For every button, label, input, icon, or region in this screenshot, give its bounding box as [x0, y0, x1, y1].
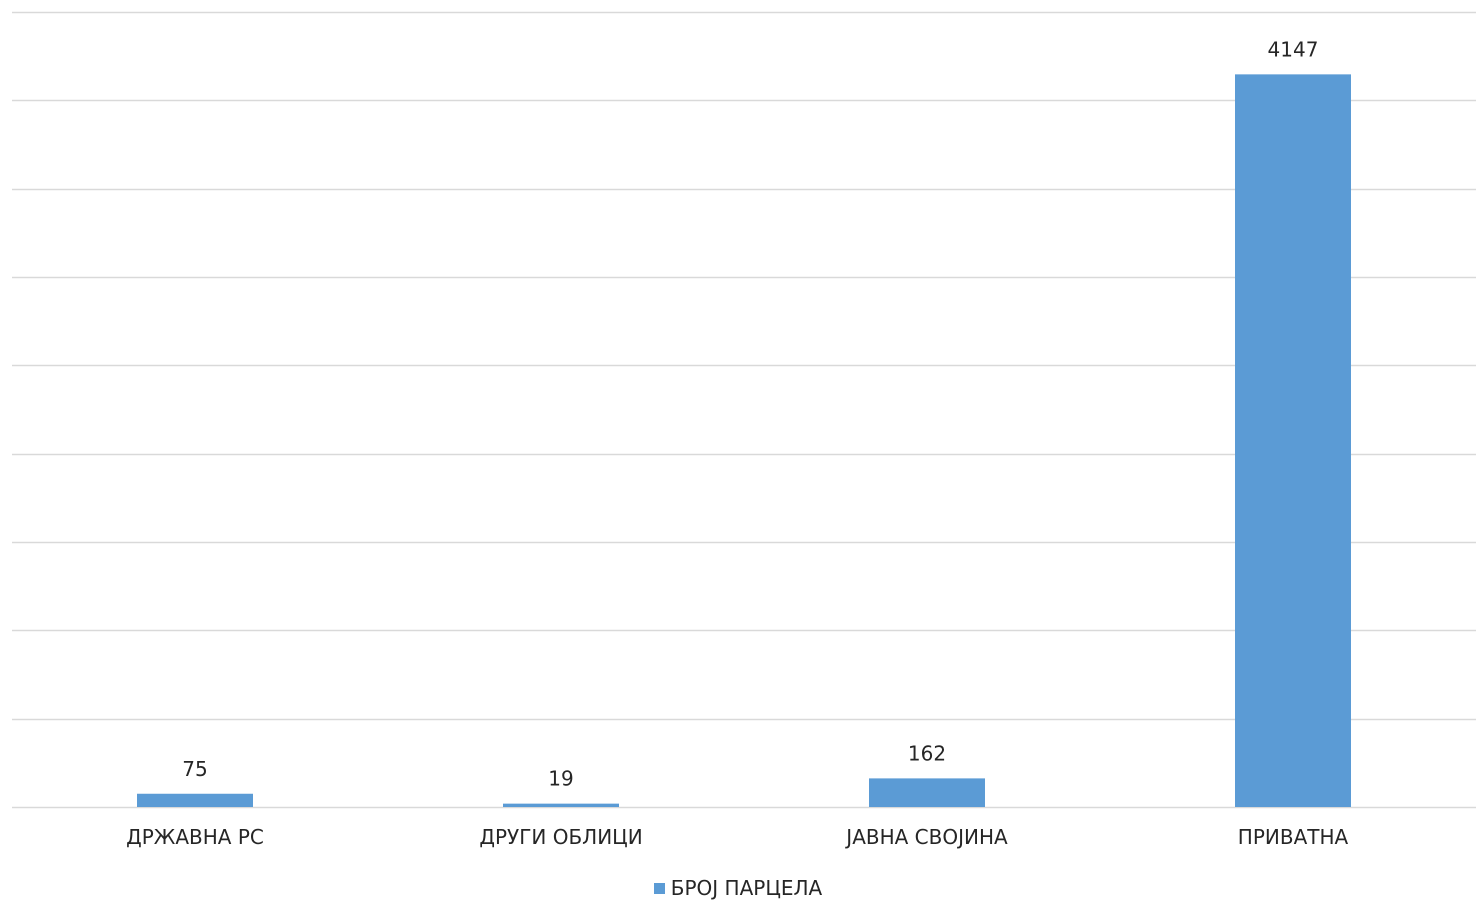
bar: [503, 803, 619, 807]
category-label: ДРЖАВНА РС: [126, 825, 264, 849]
data-label: 4147: [1268, 37, 1319, 61]
bar: [137, 793, 253, 807]
category-labels: ДРЖАВНА РС ДРУГИ ОБЛИЦИ ЈАВНА СВОЈИНА ПРИВА…: [126, 825, 1348, 849]
legend-swatch: [653, 882, 665, 894]
data-labels: 75 19 162 4147: [182, 37, 1318, 790]
data-label: 75: [182, 757, 207, 781]
legend: БРОЈ ПАРЦЕЛА: [0, 876, 1476, 900]
gridlines: [12, 11, 1476, 809]
category-label: ПРИВАТНА: [1238, 825, 1349, 849]
bars: [137, 74, 1351, 807]
bar: [869, 778, 985, 807]
data-label: 162: [908, 741, 946, 765]
bar: [1235, 74, 1351, 807]
category-label: ЈАВНА СВОЈИНА: [844, 825, 1008, 849]
legend-label: БРОЈ ПАРЦЕЛА: [670, 876, 823, 900]
category-label: ДРУГИ ОБЛИЦИ: [479, 825, 642, 849]
data-label: 19: [548, 767, 573, 791]
